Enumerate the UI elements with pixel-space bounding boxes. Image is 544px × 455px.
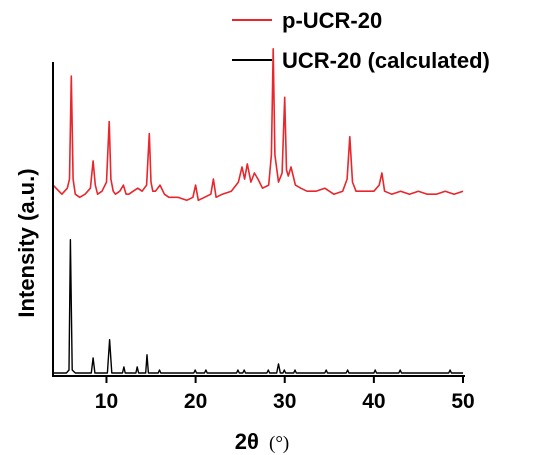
x-tick-label-50: 50 (451, 390, 474, 413)
x-axis-title-unit: (°) (269, 433, 289, 454)
plot-area (52, 48, 464, 374)
x-ticks: 10 20 30 40 50 (95, 376, 475, 413)
x-tick-label-20: 20 (184, 390, 207, 413)
legend-label-p-ucr-20: p-UCR-20 (282, 8, 382, 33)
y-axis-title: Intensity (a.u.) (14, 168, 39, 317)
legend: p-UCR-20 UCR-20 (calculated) (232, 8, 490, 73)
series-line-ucr-20-calculated (53, 239, 463, 374)
x-tick-label-10: 10 (95, 390, 118, 413)
x-axis-title: 2θ (°) (235, 429, 290, 454)
x-tick-label-40: 40 (362, 390, 385, 413)
x-axis-title-symbol: 2θ (235, 429, 259, 454)
series-line-p-ucr-20 (52, 48, 464, 202)
legend-label-ucr-20-calculated: UCR-20 (calculated) (282, 48, 490, 73)
x-tick-label-30: 30 (273, 390, 296, 413)
